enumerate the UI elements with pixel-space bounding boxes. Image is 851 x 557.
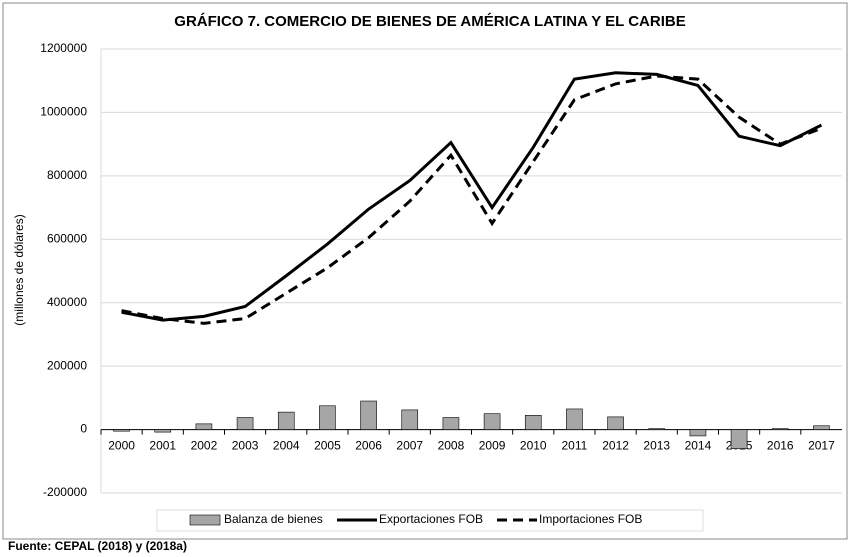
y-tick-label: -200000 [43,485,87,499]
y-axis-label: (millones de dólares) [12,214,26,325]
bar [277,411,295,430]
legend-label: Importaciones FOB [539,512,642,526]
x-tick-label: 2006 [355,439,382,453]
bar [566,408,583,430]
x-tick-label: 2011 [562,439,588,453]
bar [442,417,460,430]
x-tick-label: 2010 [520,439,547,453]
y-tick-label: 400000 [47,295,87,309]
x-tick-label: 2002 [191,439,218,453]
bar [648,428,666,430]
bar [236,417,254,430]
y-tick-label: 1000000 [40,105,87,119]
x-tick-label: 2013 [643,439,670,453]
bar [813,425,830,430]
x-tick-label: 2008 [438,439,465,453]
y-tick-label: 0 [80,422,87,436]
bar [771,428,789,430]
line [121,74,822,325]
y-tick-label: 800000 [47,168,87,182]
bar [154,429,172,433]
x-tick-label: 2000 [108,439,135,453]
y-tick-label: 1200000 [40,41,87,55]
bar [360,400,377,430]
x-tick-label: 2004 [273,439,300,453]
y-tick-label: 600000 [47,231,87,245]
x-tick-label: 2012 [602,439,629,453]
bar [730,429,748,449]
y-tick-label: 200000 [47,358,87,372]
x-tick-label: 2001 [149,439,176,453]
chart-frame [2,2,848,540]
bar [607,416,624,430]
legend-swatch [189,514,221,526]
x-tick-label: 2016 [767,439,794,453]
x-tick-label: 2014 [685,439,712,453]
bar [195,423,213,430]
bar [401,409,419,430]
bar [319,405,336,430]
x-tick-label: 2009 [479,439,506,453]
x-tick-label: 2005 [314,439,341,453]
bar [483,413,501,430]
x-tick-label: 2017 [808,439,835,453]
line [121,71,823,322]
legend-label: Balanza de bienes [224,512,323,526]
x-tick-label: 2007 [396,439,423,453]
x-tick-label: 2003 [232,439,259,453]
legend-box [156,509,704,532]
bar [113,429,130,432]
source: Fuente: CEPAL (2018) y (2018a) [8,539,187,553]
legend-label: Exportaciones FOB [379,512,483,526]
chart-title: GRÁFICO 7. COMERCIO DE BIENES DE AMÉRICA… [174,13,685,30]
bar [689,429,707,437]
bar [524,414,542,430]
